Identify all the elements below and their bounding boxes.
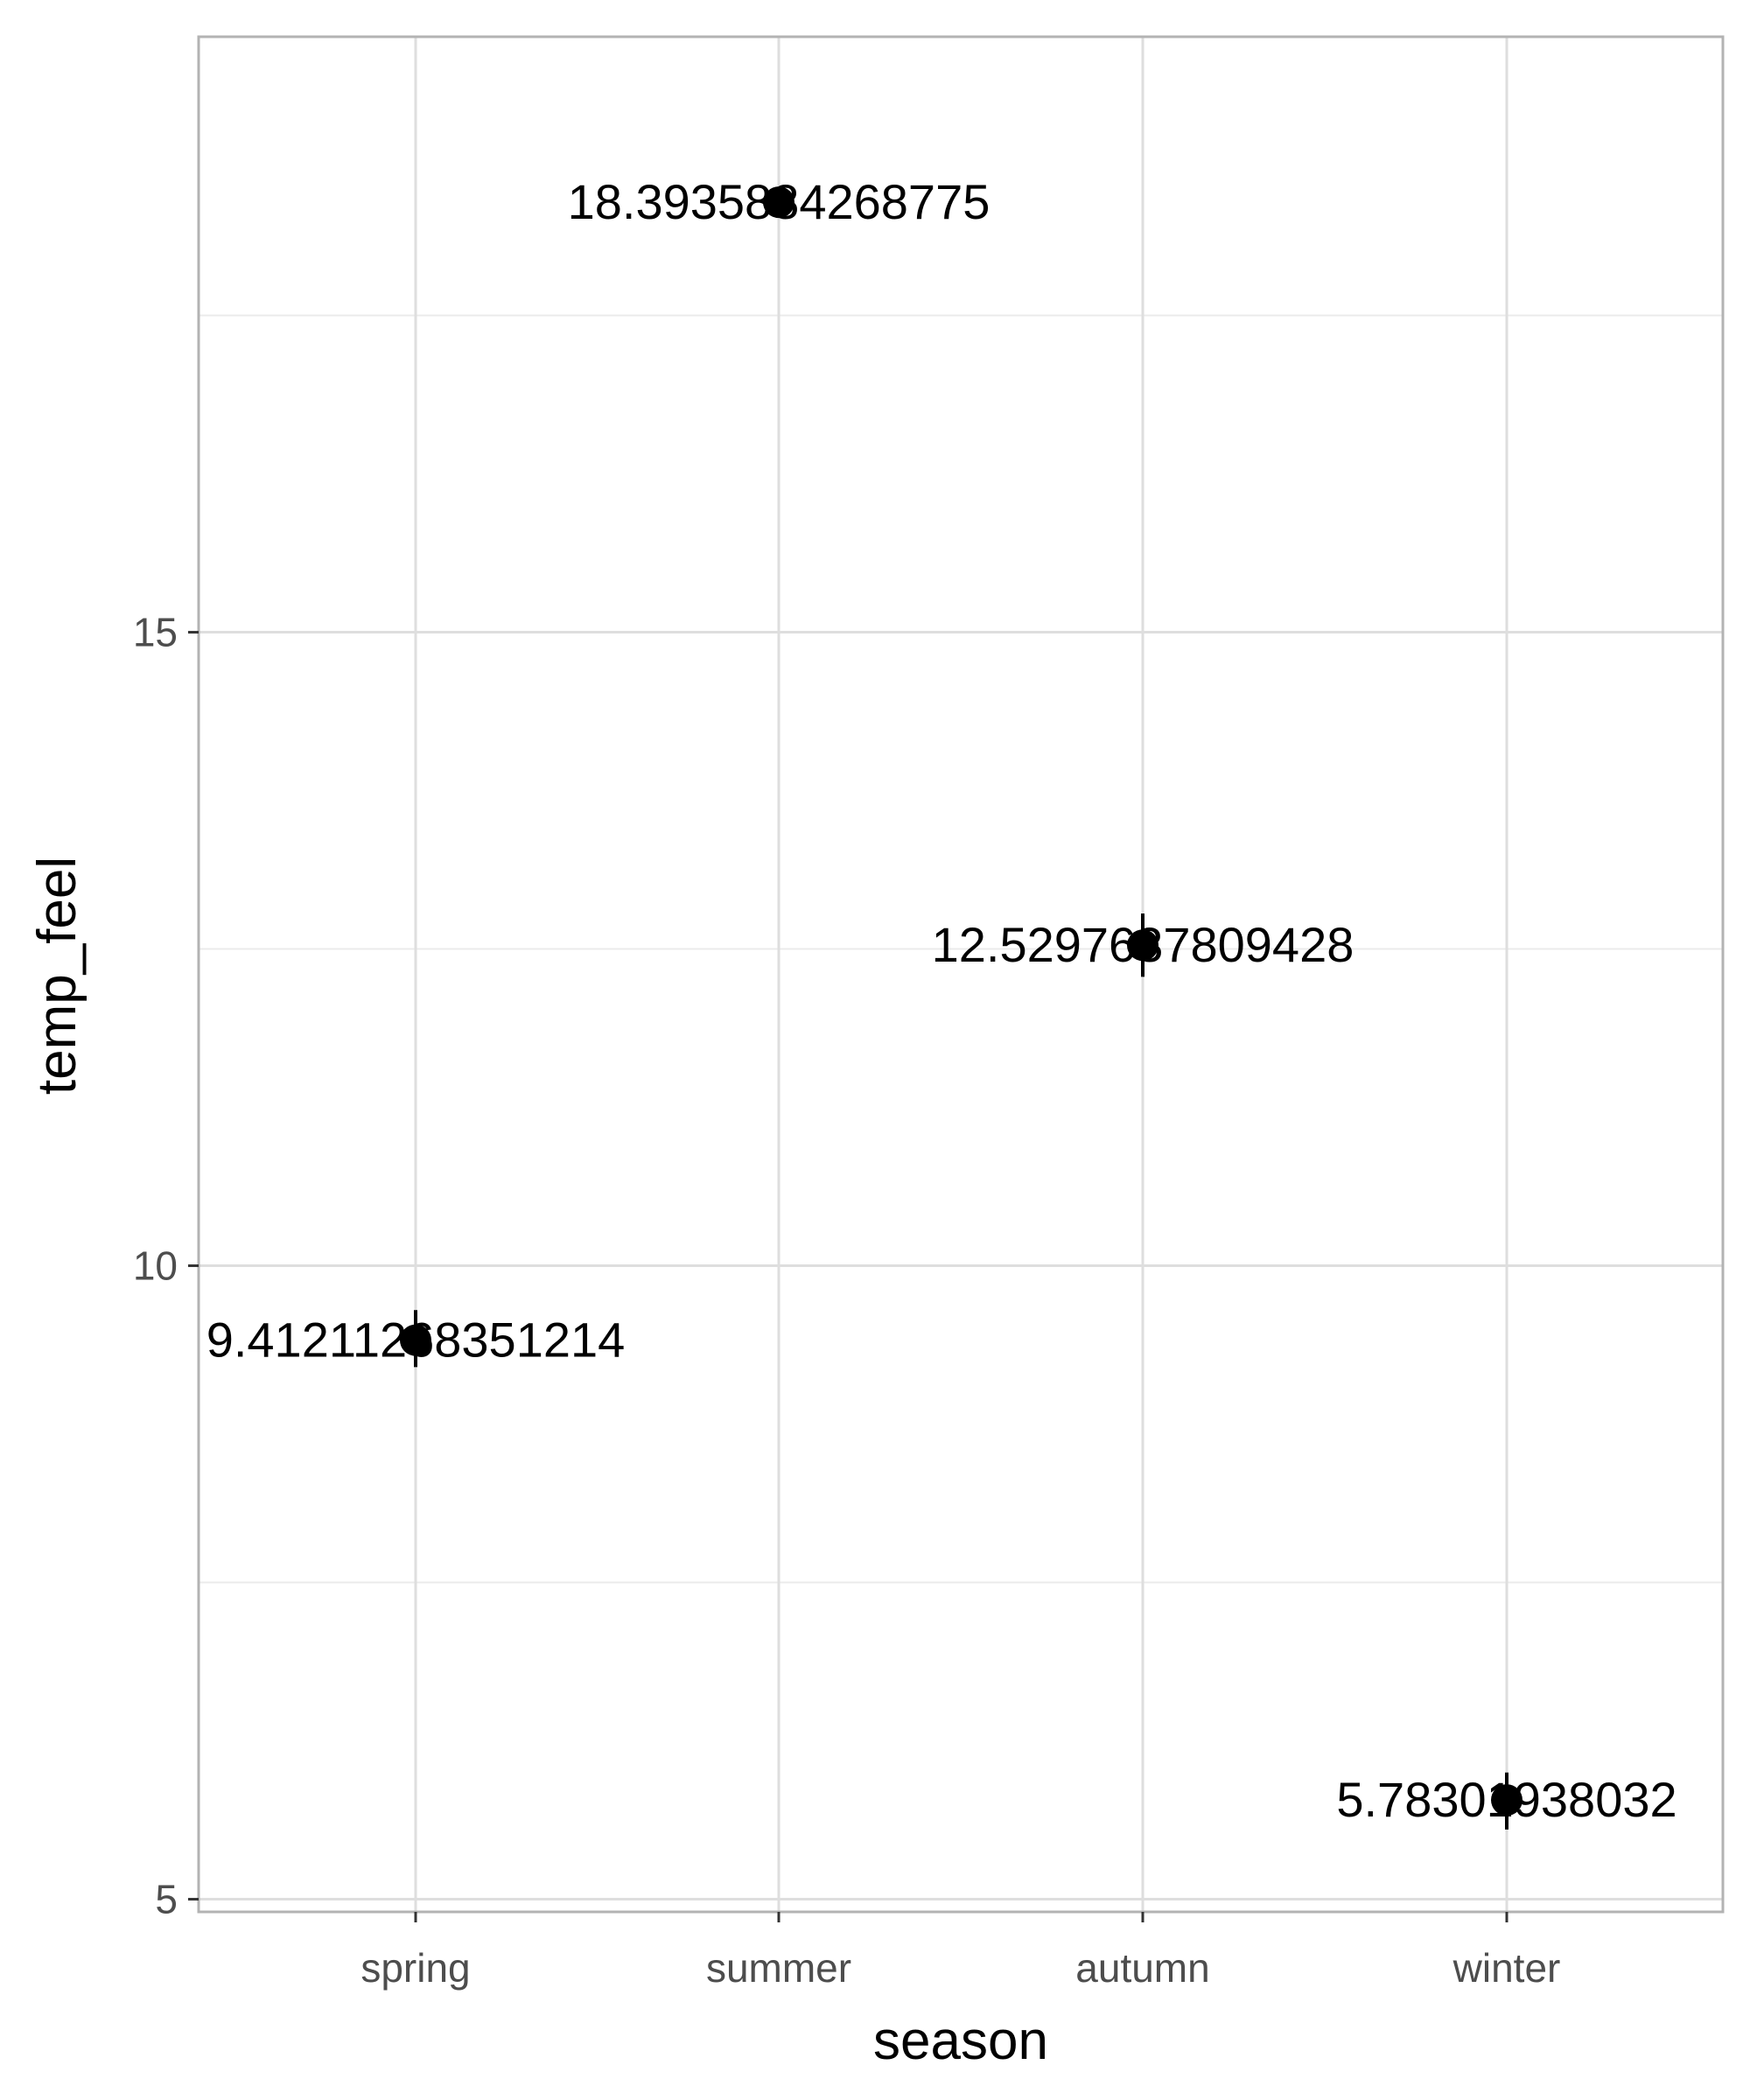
data-point — [1491, 1784, 1522, 1816]
x-tick-label: spring — [360, 1945, 470, 1991]
data-point — [1127, 929, 1158, 962]
y-tick-label: 10 — [133, 1243, 178, 1289]
y-axis-title: temp_feel — [27, 857, 88, 1095]
axis-ticks — [188, 631, 1508, 1922]
x-axis-title: season — [873, 2011, 1048, 2071]
y-tick-labels: 5 10 15 — [133, 610, 178, 1922]
data-point — [400, 1324, 431, 1356]
grid-minor — [199, 314, 1723, 1584]
data-labels: 9.41211268351214 18.3935884268775 12.52976… — [206, 174, 1677, 1827]
data-label: 5.78301938032 — [1336, 1772, 1676, 1827]
panel-border — [197, 35, 1725, 1914]
x-tick-labels: spring summer autumn winter — [360, 1945, 1560, 1991]
y-tick-label: 5 — [155, 1877, 178, 1922]
grid-major — [199, 37, 1723, 1912]
data-label: 18.3935884268775 — [568, 174, 990, 229]
data-label: 12.5297637809428 — [932, 917, 1354, 972]
x-tick-label: winter — [1452, 1945, 1561, 1991]
x-tick-label: summer — [706, 1945, 851, 1991]
data-label: 9.41211268351214 — [206, 1312, 626, 1368]
data-point — [763, 186, 794, 219]
x-tick-label: autumn — [1075, 1945, 1209, 1991]
y-tick-label: 15 — [133, 610, 178, 655]
data-points — [400, 186, 1522, 1816]
